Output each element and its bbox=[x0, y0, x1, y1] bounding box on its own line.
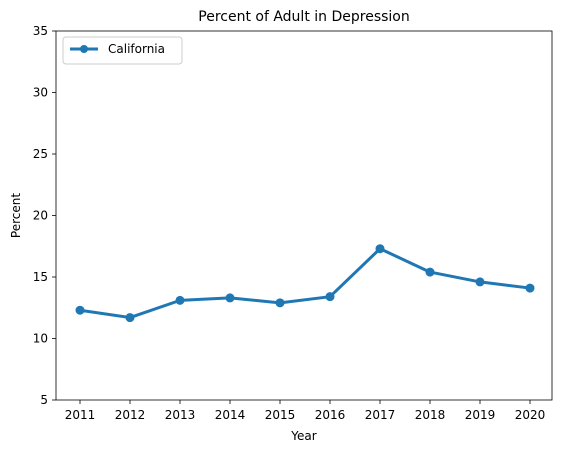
legend: California bbox=[62, 36, 183, 65]
data-point bbox=[475, 277, 485, 287]
legend-marker bbox=[80, 45, 88, 53]
x-tick-label: 2019 bbox=[465, 408, 496, 422]
y-tick-label: 30 bbox=[33, 86, 48, 100]
x-tick-label: 2020 bbox=[515, 408, 546, 422]
data-point bbox=[75, 305, 85, 315]
data-point bbox=[225, 293, 235, 303]
x-tick-label: 2017 bbox=[365, 408, 396, 422]
legend-box bbox=[62, 36, 183, 65]
y-axis-label: Percent bbox=[9, 193, 23, 238]
y-tick-label: 35 bbox=[33, 24, 48, 38]
y-tick-label: 20 bbox=[33, 209, 48, 223]
x-tick-label: 2016 bbox=[315, 408, 346, 422]
y-tick-label: 5 bbox=[40, 393, 48, 407]
data-point bbox=[425, 267, 435, 277]
data-point bbox=[175, 295, 185, 305]
x-tick-label: 2013 bbox=[165, 408, 196, 422]
series-group bbox=[75, 244, 535, 323]
plot-area bbox=[55, 30, 553, 401]
x-tick-label: 2012 bbox=[115, 408, 146, 422]
x-tick-label: 2018 bbox=[415, 408, 446, 422]
x-tick-label: 2011 bbox=[65, 408, 96, 422]
y-tick-label: 25 bbox=[33, 147, 48, 161]
y-tick-label: 15 bbox=[33, 270, 48, 284]
x-axis: 2011 2012 2013 2014 2015 2016 2017 2018 2019 2020 bbox=[65, 400, 546, 422]
chart-title: Percent of Adult in Depression bbox=[198, 9, 409, 25]
series-line bbox=[78, 247, 532, 320]
y-axis: 5 10 15 20 25 30 35 bbox=[33, 24, 56, 407]
data-point bbox=[525, 283, 535, 293]
legend-label: California bbox=[108, 42, 165, 56]
x-axis-label: Year bbox=[290, 429, 316, 443]
x-tick-label: 2015 bbox=[265, 408, 296, 422]
x-tick-label: 2014 bbox=[215, 408, 246, 422]
data-point bbox=[125, 313, 135, 323]
data-point bbox=[275, 298, 285, 308]
y-tick-label: 10 bbox=[33, 332, 48, 346]
data-point bbox=[375, 244, 385, 254]
data-point bbox=[325, 292, 335, 302]
